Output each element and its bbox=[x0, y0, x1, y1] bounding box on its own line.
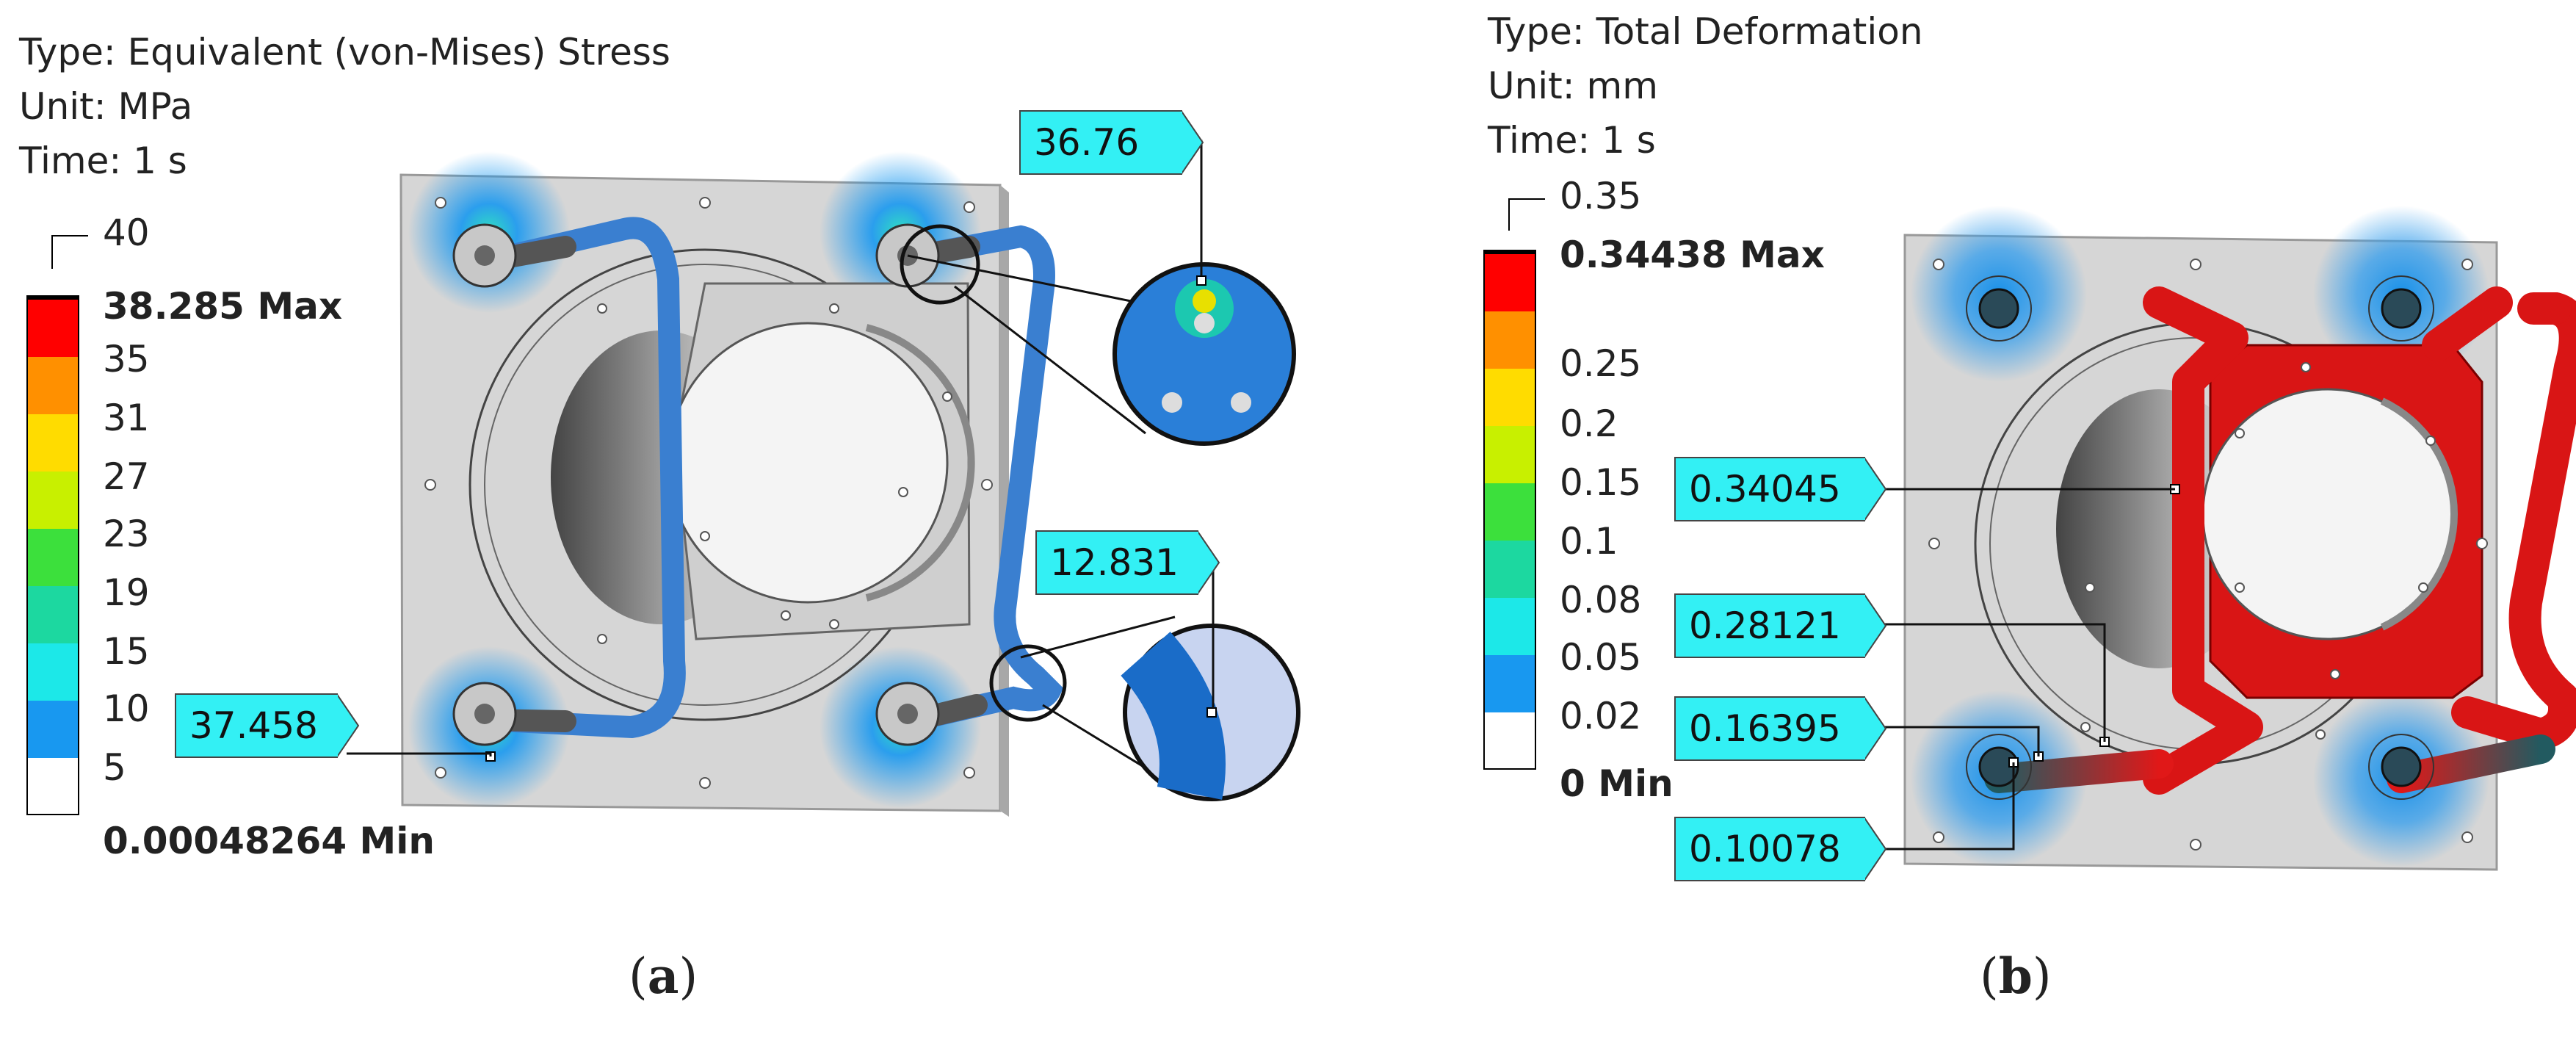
legend-tick-label: 10 bbox=[103, 687, 150, 730]
legend-max-value: 0.34438 Max bbox=[1560, 234, 1825, 276]
stress-model-view bbox=[347, 140, 1300, 817]
legend-swatch bbox=[26, 586, 79, 643]
legend-swatch bbox=[26, 300, 79, 357]
legend-max-marker bbox=[1483, 250, 1536, 254]
legend-swatch bbox=[1483, 426, 1536, 483]
legend-swatch bbox=[26, 414, 79, 472]
result-time-label: Time: 1 s bbox=[1488, 119, 1656, 162]
legend-swatch bbox=[1483, 254, 1536, 311]
legend-swatch bbox=[26, 701, 79, 758]
legend-swatch bbox=[1483, 598, 1536, 655]
legend-tick-label: 0.08 bbox=[1560, 579, 1642, 621]
legend-tick-label: 27 bbox=[103, 455, 150, 498]
probe-label-2: 12.831 bbox=[1035, 530, 1220, 595]
probe-label-3: 0.16395 bbox=[1674, 696, 1887, 761]
legend-min-value: 0 Min bbox=[1560, 762, 1674, 805]
deformation-model-view bbox=[1875, 206, 2576, 871]
probe-label-2: 0.28121 bbox=[1674, 593, 1887, 658]
legend-tick-label: 0.15 bbox=[1560, 461, 1642, 504]
legend-tick-label: 0.02 bbox=[1560, 695, 1642, 737]
caption-b: (b) bbox=[1980, 947, 2052, 1005]
probe-label-1: 36.76 bbox=[1019, 110, 1204, 175]
result-info-a: Type: Equivalent (von-Mises) Stress Unit… bbox=[19, 25, 670, 188]
legend-min-value: 0.00048264 Min bbox=[103, 820, 435, 862]
panel-a-stress: Type: Equivalent (von-Mises) Stress Unit… bbox=[19, 25, 1300, 1005]
result-info-b: Type: Total Deformation Unit: mm Time: 1… bbox=[1488, 4, 1923, 167]
legend-top-leader-h bbox=[51, 235, 88, 236]
legend-tick-label: 23 bbox=[103, 513, 150, 555]
panel-b-deformation: Type: Total Deformation Unit: mm Time: 1… bbox=[1454, 0, 2576, 1040]
legend-top-leader bbox=[51, 235, 53, 269]
result-type-label: Type: Equivalent (von-Mises) Stress bbox=[19, 31, 670, 73]
result-time-label: Time: 1 s bbox=[19, 140, 187, 182]
legend-swatch bbox=[26, 529, 79, 586]
legend-top-value: 0.35 bbox=[1560, 175, 1642, 217]
result-unit-label: Unit: MPa bbox=[19, 85, 193, 128]
legend-swatch bbox=[1483, 712, 1536, 770]
legend-tick-label: 0.1 bbox=[1560, 520, 1618, 563]
legend-top-leader bbox=[1508, 198, 1510, 231]
legend-swatch bbox=[26, 643, 79, 701]
probe-label-3: 37.458 bbox=[175, 693, 360, 758]
legend-swatch bbox=[1483, 369, 1536, 426]
legend-max-value: 38.285 Max bbox=[103, 285, 343, 328]
probe-label-4: 0.10078 bbox=[1674, 817, 1887, 881]
probe-label-1: 0.34045 bbox=[1674, 457, 1887, 521]
legend-tick-label: 31 bbox=[103, 397, 150, 439]
legend-top-leader-h bbox=[1508, 198, 1545, 200]
caption-a: (a) bbox=[629, 947, 698, 1005]
legend-swatch bbox=[1483, 311, 1536, 369]
legend-swatch bbox=[1483, 655, 1536, 712]
legend-tick-label: 35 bbox=[103, 338, 150, 380]
result-unit-label: Unit: mm bbox=[1488, 65, 1658, 107]
legend-top-value: 40 bbox=[103, 212, 150, 254]
legend-swatch bbox=[1483, 483, 1536, 541]
legend-tick-label: 19 bbox=[103, 571, 150, 614]
legend-tick-label: 15 bbox=[103, 630, 150, 673]
legend-max-marker bbox=[26, 295, 79, 300]
legend-tick-label: 5 bbox=[103, 746, 126, 789]
legend-swatch bbox=[26, 758, 79, 815]
legend-tick-label: 0.2 bbox=[1560, 402, 1618, 445]
legend-tick-label: 0.25 bbox=[1560, 342, 1642, 385]
result-type-label: Type: Total Deformation bbox=[1488, 10, 1923, 53]
legend-swatch bbox=[26, 357, 79, 414]
legend-swatch bbox=[1483, 541, 1536, 598]
legend-tick-label: 0.05 bbox=[1560, 636, 1642, 679]
legend-swatch bbox=[26, 472, 79, 529]
